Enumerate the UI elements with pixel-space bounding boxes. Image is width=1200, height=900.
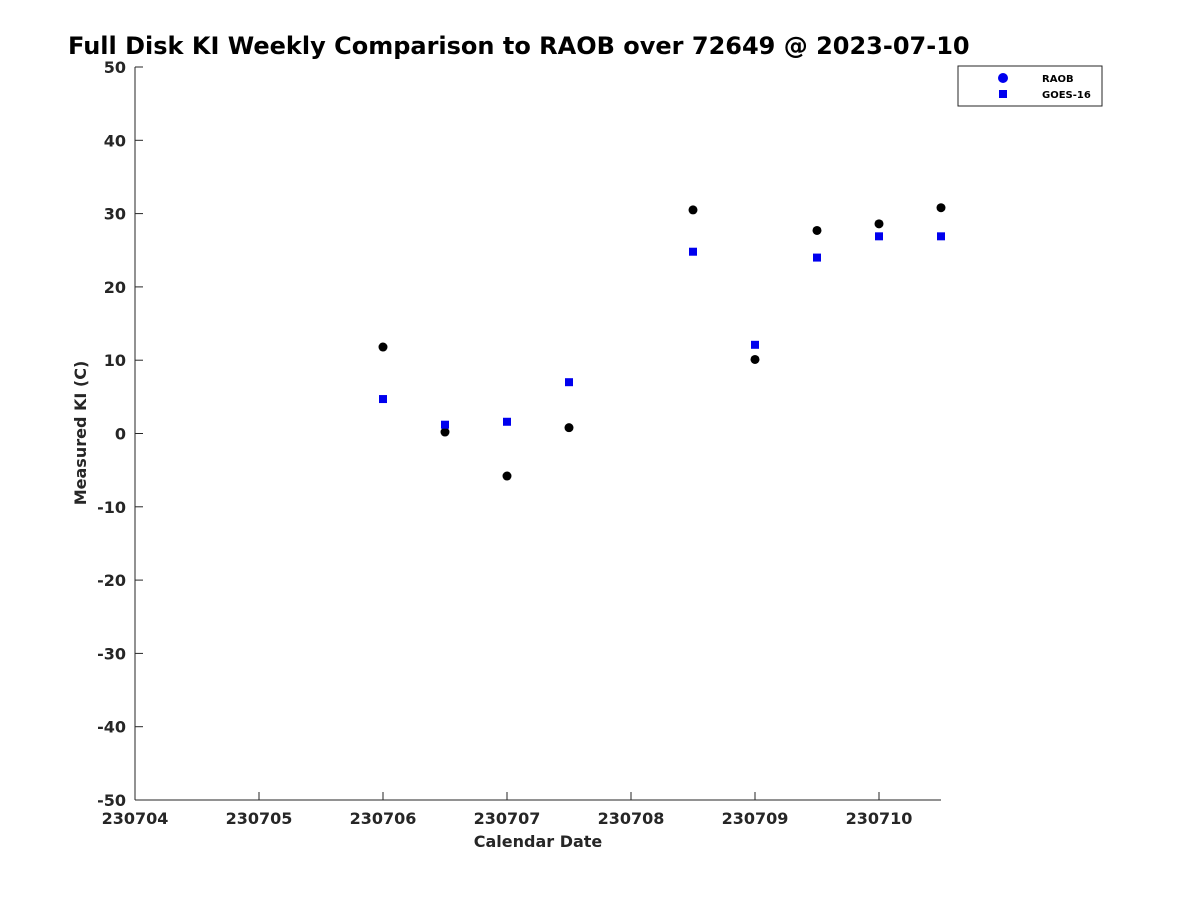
point-goes16: [441, 420, 449, 429]
y-tick-label: 40: [104, 131, 126, 150]
y-tick-label: 20: [104, 278, 126, 297]
y-tick-label: -20: [97, 571, 126, 590]
y-tick-label: -50: [97, 791, 126, 810]
point-goes16: [937, 232, 945, 241]
legend: RAOB GOES-16: [957, 65, 1103, 107]
y-ticks: 50 40 30 20 10 0 -10 -20 -30 -40 -50: [97, 58, 143, 810]
point-raob: [750, 354, 760, 364]
y-tick-label: 0: [115, 425, 126, 444]
point-goes16: [751, 340, 759, 349]
point-raob: [502, 471, 512, 481]
point-goes16: [875, 232, 883, 241]
x-tick-label: 230706: [350, 809, 417, 828]
point-raob: [812, 225, 822, 235]
legend-raob-marker: [998, 73, 1008, 83]
x-tick-label: 230710: [846, 809, 913, 828]
x-tick-label: 230705: [226, 809, 293, 828]
point-raob: [440, 427, 450, 437]
point-raob: [378, 342, 388, 352]
chart-title: Full Disk KI Weekly Comparison to RAOB o…: [68, 32, 970, 60]
point-raob: [688, 205, 698, 215]
x-tick-label: 230708: [598, 809, 665, 828]
legend-goes16-label: GOES-16: [1042, 90, 1091, 101]
y-tick-label: 50: [104, 58, 126, 77]
point-goes16: [689, 247, 697, 256]
x-tick-label: 230709: [722, 809, 789, 828]
point-goes16: [379, 395, 387, 404]
point-raob: [874, 219, 884, 229]
x-tick-label: 230707: [474, 809, 541, 828]
y-axis-label: Measured KI (C): [71, 361, 90, 506]
x-tick-label: 230704: [102, 809, 169, 828]
y-tick-label: -40: [97, 718, 126, 737]
legend-box: [957, 65, 1103, 107]
y-tick-label: -30: [97, 644, 126, 663]
x-ticks: 230704 230705 230706 230707 230708 230709 2307…: [102, 792, 913, 828]
legend-goes16-marker: [999, 90, 1007, 98]
y-tick-label: 10: [104, 351, 126, 370]
x-axis-label: Calendar Date: [474, 832, 603, 851]
point-goes16: [503, 417, 511, 426]
y-tick-label: -10: [97, 498, 126, 517]
data-points: [378, 203, 946, 481]
point-goes16: [565, 378, 573, 387]
point-raob: [936, 203, 946, 213]
point-goes16: [813, 253, 821, 262]
y-tick-label: 30: [104, 205, 126, 224]
point-raob: [564, 423, 574, 433]
legend-raob-label: RAOB: [1042, 74, 1074, 85]
